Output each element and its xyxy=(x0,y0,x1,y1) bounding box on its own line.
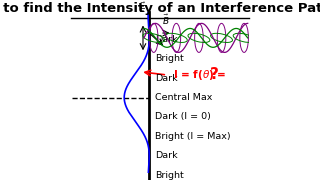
Text: Bright: Bright xyxy=(155,54,183,63)
Text: Dark (I = 0): Dark (I = 0) xyxy=(155,112,211,122)
Text: How to find the Intensity of an Interference Pattern: How to find the Intensity of an Interfer… xyxy=(0,2,320,15)
Text: Bright: Bright xyxy=(155,170,183,179)
Text: Bright (I = Max): Bright (I = Max) xyxy=(155,132,230,141)
Text: ?: ? xyxy=(210,68,219,82)
Text: I = f($\theta$) =: I = f($\theta$) = xyxy=(172,68,227,82)
Text: Dark: Dark xyxy=(155,151,177,160)
Text: Dark: Dark xyxy=(155,74,177,83)
Text: $\vec{E}$: $\vec{E}$ xyxy=(139,1,147,15)
Text: $\vec{B}$: $\vec{B}$ xyxy=(163,13,170,27)
Text: Central Max: Central Max xyxy=(155,93,212,102)
Text: Dark: Dark xyxy=(155,35,177,44)
